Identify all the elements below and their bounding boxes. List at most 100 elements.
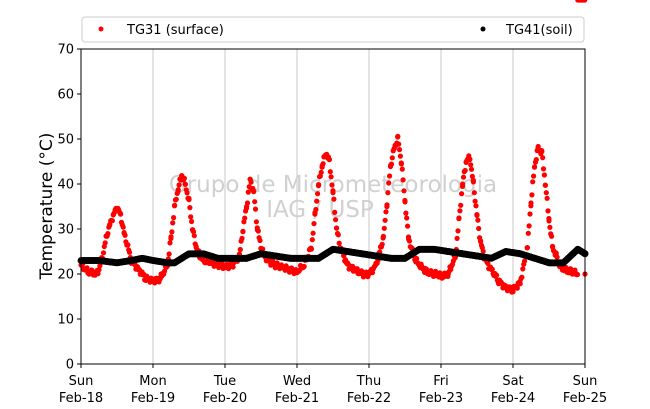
data-point — [333, 217, 339, 223]
data-point — [95, 271, 101, 277]
y-tick-label: 10 — [57, 313, 74, 328]
data-point — [386, 180, 392, 186]
data-point — [84, 265, 90, 271]
data-point — [546, 218, 552, 224]
data-point — [514, 285, 520, 291]
x-tick-label-date: Feb-22 — [347, 391, 391, 406]
data-point — [542, 182, 549, 188]
data-point — [400, 177, 406, 183]
data-point — [389, 155, 395, 161]
data-point — [459, 191, 465, 197]
data-point — [380, 233, 386, 239]
data-point — [525, 230, 531, 236]
data-point — [186, 197, 192, 203]
data-point — [574, 271, 581, 278]
data-point — [405, 223, 411, 229]
data-point — [175, 187, 181, 193]
data-point — [454, 235, 460, 241]
data-point — [414, 255, 420, 262]
data-point — [189, 218, 195, 225]
data-point — [326, 156, 332, 163]
x-tick-label-day: Fri — [433, 374, 449, 389]
data-point — [336, 240, 342, 246]
data-point — [396, 141, 402, 147]
data-point — [255, 228, 261, 234]
data-point — [520, 266, 526, 272]
data-point — [120, 224, 126, 230]
legend: TG31 (surface) TG41(soil) — [81, 16, 585, 43]
data-point — [521, 258, 528, 264]
data-point — [184, 190, 190, 196]
data-point — [248, 179, 254, 185]
vertical-grid — [152, 49, 514, 364]
data-point — [388, 161, 395, 167]
data-point — [315, 191, 321, 197]
y-axis: 0 10 20 30 40 50 60 70 — [57, 43, 81, 373]
data-point — [308, 246, 314, 252]
data-point — [122, 232, 128, 238]
legend-box — [81, 16, 585, 43]
data-point — [539, 148, 545, 155]
data-point — [244, 200, 251, 206]
x-tick-label-day: Sun — [573, 374, 598, 389]
data-point — [316, 182, 322, 188]
data-point — [401, 188, 407, 194]
data-point — [166, 251, 172, 257]
data-point — [529, 192, 535, 198]
data-point — [460, 174, 467, 180]
x-axis: Sun Feb-18 Mon Feb-19 Tue Feb-20 Wed Feb-21 Thu F… — [59, 364, 607, 406]
y-tick-label: 60 — [57, 88, 74, 103]
data-point — [301, 263, 307, 270]
series — [77, 0, 589, 295]
series-tg41 — [77, 245, 589, 267]
data-point — [526, 223, 532, 229]
x-tick-label-day: Wed — [283, 374, 311, 389]
data-point — [385, 190, 391, 196]
data-point — [125, 242, 131, 248]
data-point — [310, 230, 316, 236]
data-point — [468, 166, 475, 172]
x-tick-label-day: Mon — [139, 374, 166, 389]
data-point — [251, 188, 257, 194]
data-point — [257, 237, 263, 244]
y-tick-label: 50 — [57, 133, 74, 148]
data-point — [354, 266, 360, 272]
data-point — [171, 215, 177, 221]
data-point — [582, 0, 588, 3]
legend-label-tg41: TG41(soil) — [505, 23, 573, 38]
data-point — [545, 208, 551, 214]
data-point — [403, 210, 409, 216]
data-point — [168, 234, 174, 240]
y-tick-label: 0 — [66, 358, 74, 373]
data-point — [126, 249, 133, 255]
data-point — [528, 200, 534, 206]
data-point — [100, 250, 107, 256]
data-point — [320, 161, 326, 167]
x-tick-label-day: Tue — [213, 374, 236, 389]
data-point — [105, 231, 111, 237]
data-point — [457, 208, 463, 214]
data-point — [462, 167, 468, 174]
data-point — [456, 215, 462, 221]
data-point — [554, 254, 560, 260]
data-point — [396, 147, 403, 153]
data-point — [242, 215, 248, 221]
data-point — [240, 228, 246, 234]
data-point — [118, 211, 124, 217]
data-point — [187, 205, 193, 211]
data-point — [489, 266, 495, 272]
data-point — [544, 195, 550, 201]
data-point — [533, 157, 539, 163]
data-point — [471, 190, 477, 196]
data-point — [397, 153, 403, 159]
data-point — [260, 246, 266, 252]
data-point — [167, 240, 173, 246]
data-point — [314, 198, 320, 204]
data-point — [328, 174, 334, 180]
data-point — [309, 237, 315, 243]
data-point — [245, 189, 251, 195]
data-point — [494, 272, 500, 278]
data-point — [334, 225, 340, 231]
data-point — [460, 181, 466, 187]
data-point — [335, 232, 341, 238]
